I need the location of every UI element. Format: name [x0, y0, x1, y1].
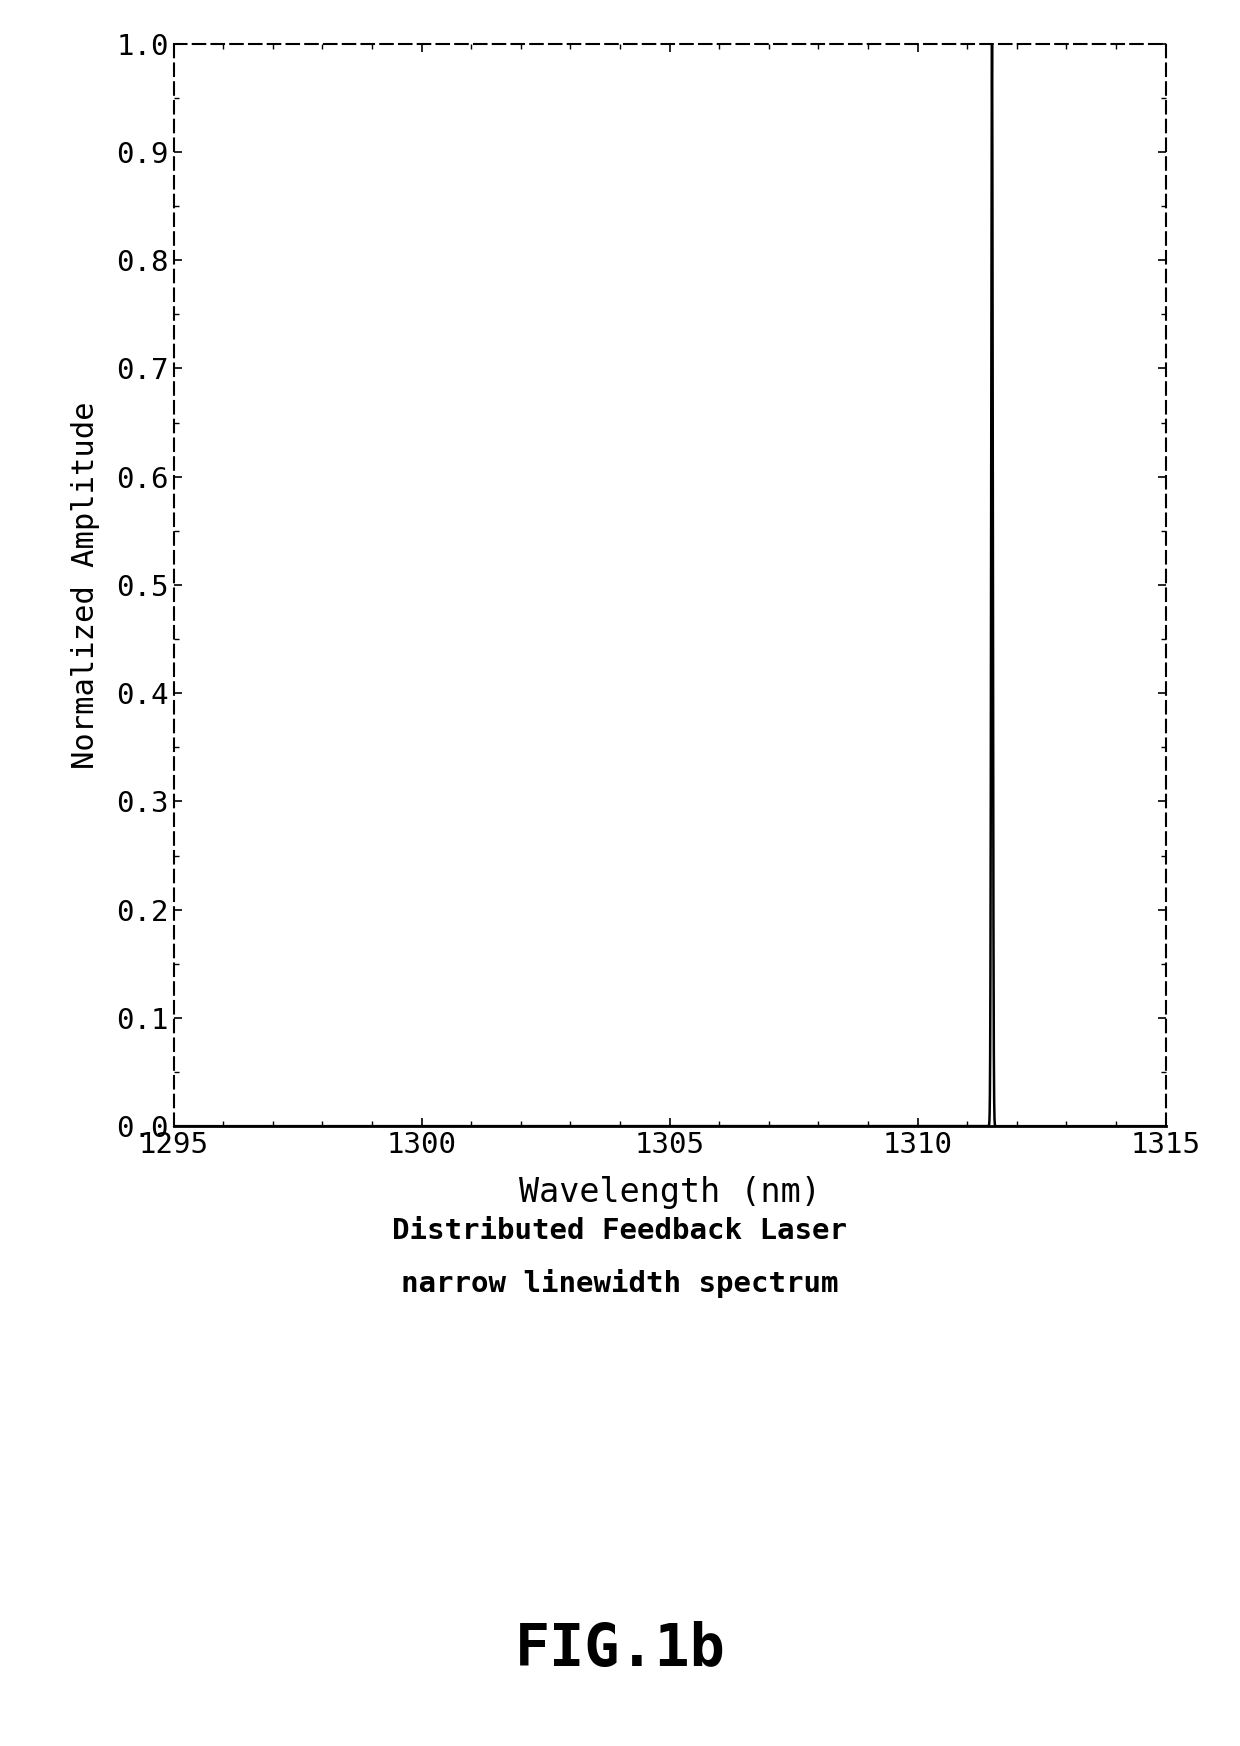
Text: Distributed Feedback Laser: Distributed Feedback Laser: [393, 1217, 847, 1245]
X-axis label: Wavelength (nm): Wavelength (nm): [518, 1175, 821, 1208]
Text: narrow linewidth spectrum: narrow linewidth spectrum: [402, 1269, 838, 1297]
Text: FIG.1b: FIG.1b: [515, 1622, 725, 1678]
Y-axis label: Normalized Amplitude: Normalized Amplitude: [71, 402, 99, 768]
